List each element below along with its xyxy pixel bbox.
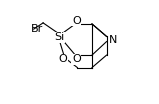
Text: Br: Br bbox=[31, 24, 43, 34]
Text: N: N bbox=[109, 35, 117, 45]
Text: O: O bbox=[59, 54, 67, 64]
Text: Si: Si bbox=[55, 32, 65, 42]
Text: O: O bbox=[72, 54, 81, 64]
Text: O: O bbox=[72, 16, 81, 26]
